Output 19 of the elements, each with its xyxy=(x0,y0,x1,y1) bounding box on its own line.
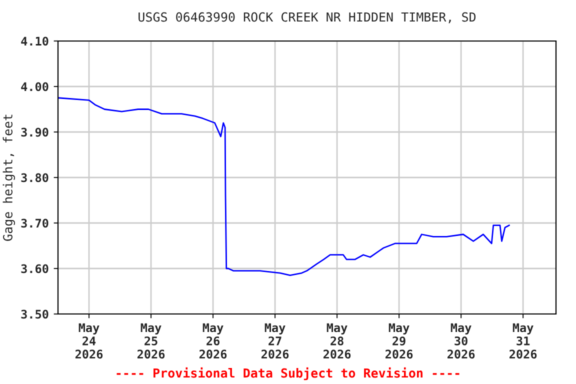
x-tick-label: May 24 2026 xyxy=(75,323,103,359)
y-tick-label: 4.00 xyxy=(21,82,48,92)
chart-title: USGS 06463990 ROCK CREEK NR HIDDEN TIMBER, SD xyxy=(138,12,476,24)
x-tick-label: May 29 2026 xyxy=(385,323,413,359)
y-tick-label: 3.60 xyxy=(21,264,48,274)
x-tick-label: May 31 2026 xyxy=(510,323,537,359)
x-tick-label: May 30 2026 xyxy=(448,323,475,359)
y-axis-title: Gage height, feet xyxy=(2,114,15,241)
y-tick-label: 4.10 xyxy=(21,36,48,46)
x-tick-label: May 26 2026 xyxy=(199,323,227,359)
text: ---- Provisional Data Subject to Revision ---- xyxy=(116,367,460,380)
line-series xyxy=(58,97,510,276)
x-tick-label: May 28 2026 xyxy=(323,323,351,359)
y-tick-label: 3.70 xyxy=(21,218,48,228)
x-tick-label: May 27 2026 xyxy=(261,323,289,359)
x-tick-label: May 25 2026 xyxy=(137,323,165,359)
y-tick-label: 3.80 xyxy=(21,173,48,182)
y-tick-label: 3.50 xyxy=(21,310,48,319)
y-tick-label: 3.90 xyxy=(21,128,48,137)
